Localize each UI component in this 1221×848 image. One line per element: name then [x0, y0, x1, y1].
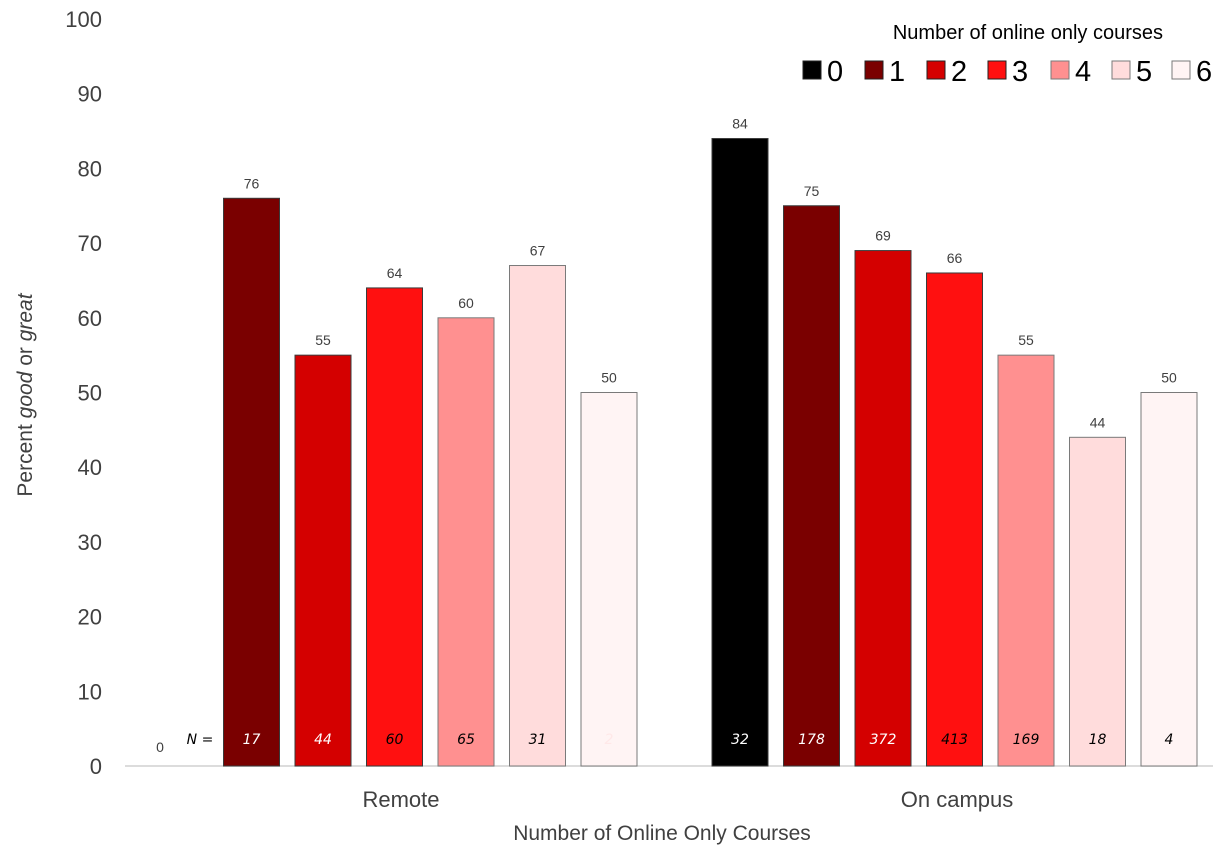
n-label: 60: [386, 732, 404, 748]
n-label: 44: [314, 732, 332, 748]
y-axis-title-part: or: [14, 341, 37, 371]
bars: 0 84 32 76 17 75 178 55 44 69 372 64 60 66 413 60 65 55 16…: [156, 116, 1198, 767]
data-label: 67: [530, 243, 546, 259]
legend-swatch: [1050, 60, 1070, 80]
bar: [997, 354, 1055, 767]
bar: [366, 287, 423, 767]
data-label: 75: [804, 183, 820, 199]
category-label: Remote: [362, 787, 439, 812]
y-tick-label: 30: [78, 530, 102, 555]
n-label: 413: [941, 732, 968, 748]
n-label: 178: [798, 732, 825, 748]
bar: [223, 197, 280, 767]
legend-label: 3: [1012, 56, 1028, 88]
data-label: 60: [458, 295, 474, 311]
legend-swatch: [987, 60, 1007, 80]
legend-swatch: [926, 60, 946, 80]
bar: [783, 205, 840, 767]
y-tick-label: 10: [78, 679, 102, 704]
legend-swatch: [1111, 60, 1131, 80]
legend-label: 0: [827, 56, 843, 88]
legend: 0 1 2 3 4 5 6: [802, 56, 1212, 88]
y-axis-title: Percent good or great: [14, 292, 37, 496]
bar: [580, 392, 638, 767]
bar: [711, 138, 769, 767]
bar: [437, 317, 495, 767]
y-tick-label: 0: [90, 754, 102, 779]
y-axis-title-part: Percent: [14, 418, 37, 496]
data-label: 76: [244, 175, 260, 191]
legend-label: 6: [1196, 56, 1212, 88]
y-tick-label: 40: [78, 455, 102, 480]
bar: [854, 250, 912, 767]
data-label: 64: [387, 265, 403, 281]
data-label: 55: [1018, 332, 1034, 348]
n-label: 4: [1165, 732, 1174, 748]
n-label: 372: [870, 732, 897, 748]
data-label: 55: [315, 332, 331, 348]
legend-label: 2: [951, 56, 967, 88]
y-tick-label: 80: [78, 156, 102, 181]
data-label: 50: [601, 370, 617, 386]
legend-swatch: [864, 60, 884, 80]
legend-label: 4: [1075, 56, 1091, 88]
data-label: 44: [1090, 414, 1106, 430]
legend-swatch: [802, 60, 822, 80]
data-label: 84: [732, 116, 748, 132]
n-prefix-label: N =: [187, 732, 214, 748]
n-label: 65: [457, 732, 475, 748]
legend-label: 1: [889, 56, 905, 88]
n-label: 2: [605, 732, 614, 748]
x-axis-categories: Remote On campus: [362, 787, 1013, 812]
n-label: 31: [529, 732, 547, 748]
data-label: 50: [1161, 370, 1177, 386]
legend-swatch: [1171, 60, 1191, 80]
bar: [294, 354, 352, 767]
y-axis-ticks: 0 10 20 30 40 50 60 70 80 90 100: [65, 7, 102, 779]
legend-label: 5: [1136, 56, 1152, 88]
n-label: 32: [731, 732, 749, 748]
x-axis-title: Number of Online Only Courses: [513, 822, 811, 845]
bar: [1069, 436, 1126, 767]
data-label: 69: [875, 228, 891, 244]
n-label: 169: [1013, 732, 1040, 748]
y-tick-label: 90: [78, 82, 102, 107]
y-tick-label: 100: [65, 7, 102, 32]
data-label: 0: [156, 739, 164, 755]
data-label: 66: [947, 250, 963, 266]
y-tick-label: 70: [78, 231, 102, 256]
n-label: 17: [243, 732, 261, 748]
category-label: On campus: [901, 787, 1014, 812]
bar: [926, 272, 983, 767]
bar: [1140, 392, 1198, 767]
bar: [509, 265, 566, 767]
y-tick-label: 50: [78, 381, 102, 406]
y-axis-title-part: great: [14, 292, 37, 341]
n-label: 18: [1089, 732, 1107, 748]
y-axis-title-part: good: [14, 370, 37, 418]
y-tick-label: 60: [78, 306, 102, 331]
legend-title: Number of online only courses: [893, 22, 1163, 44]
y-tick-label: 20: [78, 605, 102, 630]
